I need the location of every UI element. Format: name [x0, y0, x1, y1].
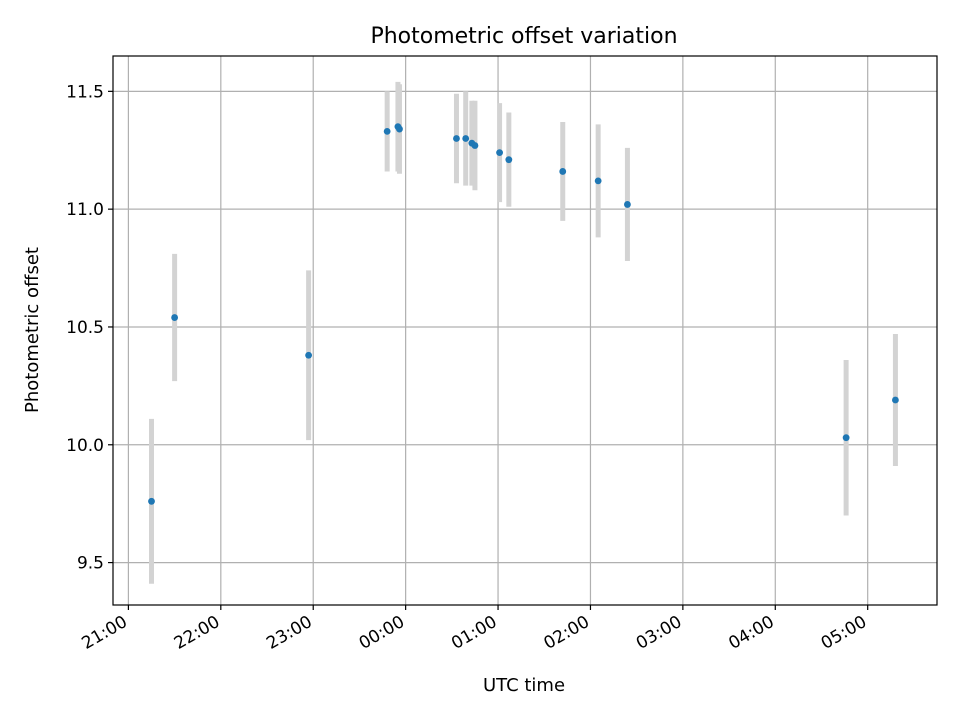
y-tick-label: 9.5	[77, 554, 104, 574]
data-point	[842, 434, 850, 442]
data-point	[559, 168, 567, 175]
plot-frame	[112, 55, 938, 606]
data-point	[892, 396, 899, 404]
chart-title: Photometric offset variation	[370, 24, 677, 49]
data-point	[396, 125, 403, 133]
x-axis: 21:00 22:00 23:00 00:00 01:00 02:00 03:00 04:00…	[78, 605, 870, 654]
y-tick-label: 10.5	[66, 318, 104, 338]
data-point	[505, 156, 513, 164]
y-tick-label: 10.0	[66, 436, 104, 456]
x-tick-label: 03:00	[633, 612, 685, 654]
data-point	[305, 351, 313, 359]
y-axis: 9.5 10.0 10.5 11.0 11.5	[66, 82, 113, 574]
data-points	[148, 123, 899, 505]
x-tick-label: 02:00	[541, 612, 593, 654]
data-point	[594, 177, 602, 185]
data-point	[453, 135, 460, 142]
x-tick-label: 05:00	[818, 612, 870, 654]
x-tick-label: 22:00	[171, 612, 223, 654]
data-point	[624, 201, 631, 208]
error-bars	[149, 81, 898, 584]
data-point	[496, 149, 503, 157]
x-tick-label: 04:00	[725, 612, 777, 654]
y-tick-label: 11.5	[66, 82, 104, 102]
x-tick-label: 01:00	[448, 612, 500, 654]
data-point	[171, 314, 179, 321]
y-axis-label: Photometric offset	[22, 247, 43, 413]
x-axis-label: UTC time	[483, 675, 565, 696]
data-point	[383, 127, 391, 135]
y-tick-label: 11.0	[66, 200, 104, 220]
data-point	[148, 497, 155, 505]
x-tick-label: 23:00	[263, 612, 315, 654]
x-tick-label: 21:00	[78, 612, 130, 654]
data-point	[471, 142, 479, 149]
x-tick-label: 00:00	[356, 612, 408, 654]
data-point	[462, 135, 470, 142]
grid	[113, 56, 937, 605]
